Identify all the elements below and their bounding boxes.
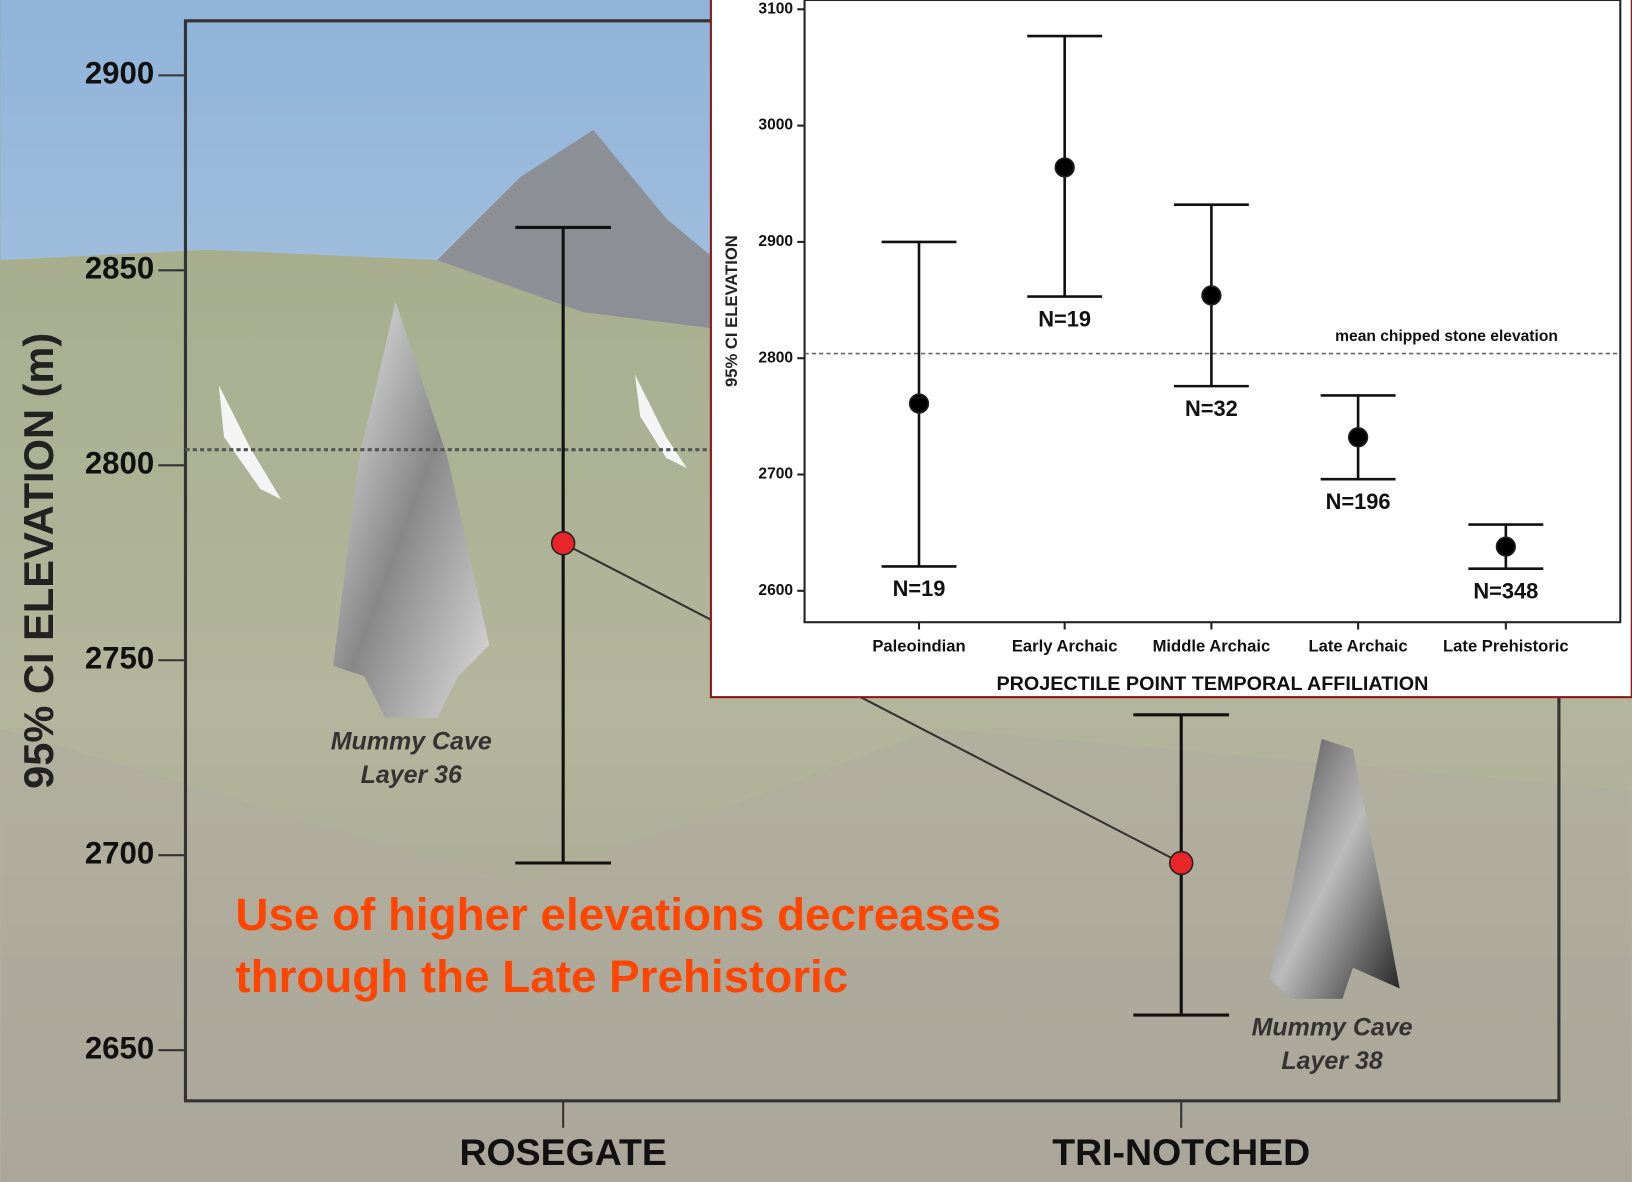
y-tick-label: 2900 <box>758 233 793 250</box>
sample-label: N=19 <box>1038 306 1091 331</box>
image-caption: Mummy Cave <box>1252 1014 1413 1042</box>
x-tick-label: ROSEGATE <box>459 1131 666 1173</box>
mean-point <box>908 393 930 414</box>
mean-point <box>1201 285 1222 306</box>
x-tick-label: Middle Archaic <box>1153 637 1271 656</box>
reference-label: mean chipped stone elevation <box>1335 328 1558 345</box>
inset-chart: 2600 2700 2800 2900 3000 3100 mean chipped sto… <box>722 0 1622 695</box>
y-tick-label: 2650 <box>85 1030 154 1065</box>
y-tick-label: 2800 <box>758 349 793 366</box>
x-tick-label: Late Prehistoric <box>1443 637 1569 656</box>
slide-caption: Use of higher elevations decreases <box>235 889 1001 940</box>
sample-label: N=196 <box>1326 489 1391 514</box>
y-tick-label: 2800 <box>85 446 154 481</box>
y-tick-label: 3000 <box>758 117 793 134</box>
mean-point <box>1495 536 1516 557</box>
y-tick-label: 2700 <box>758 466 793 483</box>
connector <box>562 542 1182 864</box>
y-axis-title: 95% CI ELEVATION <box>722 235 741 387</box>
mean-point <box>1347 427 1369 448</box>
image-caption: Layer 38 <box>1281 1047 1382 1075</box>
y-tick-label: 3100 <box>758 0 793 17</box>
x-tick-label: Paleoindian <box>872 637 965 656</box>
sample-label: N=348 <box>1473 578 1538 603</box>
x-tick-label: Late Archaic <box>1309 637 1408 656</box>
y-tick-label: 2850 <box>85 251 154 286</box>
sample-label: N=32 <box>1185 396 1238 421</box>
y-tick-label: 2600 <box>758 582 793 599</box>
x-tick-label: Early Archaic <box>1012 637 1118 656</box>
mean-point <box>550 531 576 556</box>
x-tick-label: TRI-NOTCHED <box>1052 1131 1310 1173</box>
slide-caption: through the Late Prehistoric <box>235 951 848 1002</box>
arrowhead-image <box>333 301 1400 999</box>
y-tick-label: 2900 <box>85 56 154 91</box>
image-caption: Layer 36 <box>361 761 463 789</box>
y-tick-label: 2750 <box>85 641 154 676</box>
image-caption: Mummy Cave <box>331 728 492 756</box>
y-axis-title: 95% CI ELEVATION (m) <box>15 333 62 789</box>
x-axis-title: PROJECTILE POINT TEMPORAL AFFILIATION <box>996 673 1428 695</box>
mean-point <box>1054 157 1075 178</box>
sample-label: N=19 <box>893 576 946 601</box>
inset-panel <box>709 0 1632 699</box>
mean-point <box>1168 850 1194 876</box>
y-tick-label: 2700 <box>85 835 154 870</box>
